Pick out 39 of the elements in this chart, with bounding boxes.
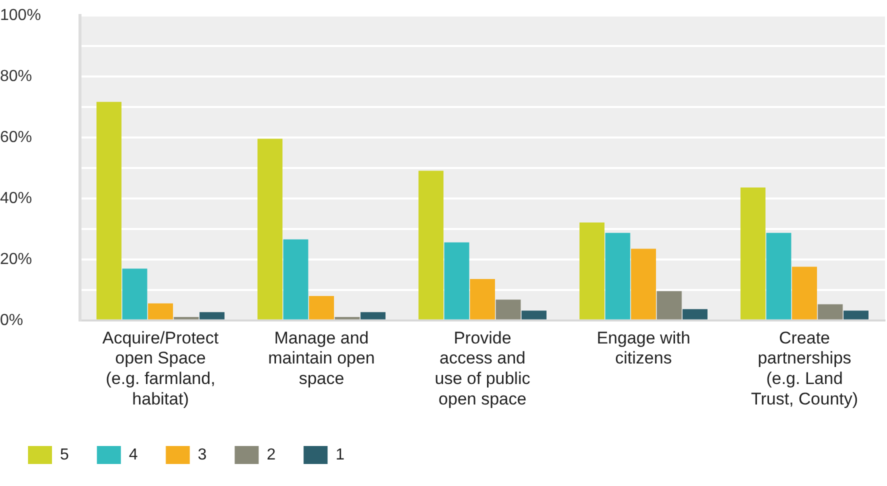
bar [200, 312, 225, 320]
y-tick-label: 100% [0, 7, 41, 24]
bar [360, 312, 386, 320]
legend-label: 2 [266, 446, 276, 464]
bar [309, 296, 334, 320]
bar [283, 239, 308, 320]
bar [122, 268, 148, 320]
bar [605, 232, 630, 320]
y-tick-label: 40% [0, 190, 32, 207]
y-tick-label: 20% [0, 250, 32, 268]
bar [579, 222, 604, 320]
bar [740, 188, 766, 320]
bar [656, 291, 682, 320]
legend-label: 1 [336, 446, 345, 464]
bar [522, 310, 547, 320]
y-tick-label: 80% [0, 68, 32, 85]
bar [844, 310, 869, 320]
legend-label: 3 [198, 446, 207, 464]
y-tick-label: 0% [0, 312, 24, 329]
x-tick-label: Provide access and use of public open space [434, 328, 531, 408]
x-tick-label: Manage and maintain open space [268, 328, 375, 388]
bar [496, 300, 521, 320]
x-tick-label: Engage with citizens [596, 328, 690, 368]
bar [418, 170, 444, 320]
x-tick-label: Create partnerships (e.g. Land Trust, County) [750, 328, 858, 408]
bar [96, 102, 122, 320]
y-tick-label: 60% [0, 128, 32, 146]
bar [470, 278, 495, 320]
bar [682, 309, 708, 320]
bar [148, 303, 173, 320]
bar [792, 266, 817, 320]
bar [631, 248, 656, 320]
bar [766, 232, 792, 320]
legend-label: 4 [128, 446, 138, 464]
bar [444, 242, 470, 320]
bar [257, 138, 282, 320]
bar [818, 304, 843, 320]
legend-label: 5 [60, 446, 69, 464]
x-tick-label: Acquire/Protect open Space (e.g. farmland, habitat) [102, 328, 219, 408]
